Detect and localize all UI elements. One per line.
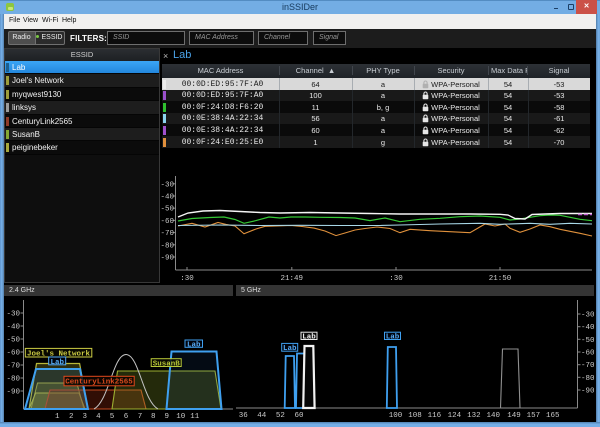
- svg-text:-90: -90: [581, 388, 594, 396]
- svg-text::30: :30: [180, 275, 194, 283]
- svg-text:-70: -70: [581, 362, 594, 370]
- svg-text:-30: -30: [160, 181, 174, 189]
- svg-text:7: 7: [138, 413, 143, 419]
- svg-text:-70: -70: [6, 363, 20, 371]
- svg-text:140: 140: [487, 412, 501, 419]
- svg-text:44: 44: [257, 412, 267, 419]
- svg-text:21:49: 21:49: [281, 275, 304, 283]
- svg-text:165: 165: [546, 412, 560, 419]
- svg-text:CenturyLink2565: CenturyLink2565: [65, 379, 133, 387]
- svg-text:-40: -40: [581, 324, 594, 332]
- svg-text:5: 5: [110, 413, 115, 419]
- svg-text:132: 132: [467, 412, 481, 419]
- svg-text:116: 116: [428, 412, 442, 419]
- svg-text:Joel's Network: Joel's Network: [27, 350, 91, 358]
- svg-text:52: 52: [276, 412, 285, 419]
- svg-text:4: 4: [96, 413, 101, 419]
- svg-text:-60: -60: [581, 350, 594, 358]
- svg-text:-50: -50: [6, 337, 20, 345]
- svg-text:-90: -90: [6, 389, 20, 397]
- svg-text:-30: -30: [6, 311, 20, 319]
- svg-text:-80: -80: [581, 375, 594, 383]
- svg-text:-30: -30: [581, 312, 594, 320]
- svg-text:Lab: Lab: [283, 345, 297, 353]
- svg-text:60: 60: [294, 412, 304, 419]
- svg-text:-60: -60: [160, 218, 174, 226]
- svg-text:2: 2: [69, 413, 74, 419]
- svg-text:-80: -80: [160, 242, 174, 250]
- svg-text:Lab: Lab: [187, 341, 201, 349]
- svg-text:21:50: 21:50: [489, 275, 512, 283]
- svg-text:-60: -60: [6, 350, 20, 358]
- svg-text:-40: -40: [6, 324, 20, 332]
- svg-text:149: 149: [507, 412, 521, 419]
- svg-text:6: 6: [124, 413, 129, 419]
- svg-text:157: 157: [527, 412, 541, 419]
- svg-text:1: 1: [55, 413, 60, 419]
- svg-text:Lab: Lab: [50, 359, 64, 367]
- svg-text:SusanB: SusanB: [153, 361, 181, 369]
- svg-text:-70: -70: [160, 230, 174, 238]
- svg-text:-90: -90: [160, 255, 174, 263]
- svg-text:-80: -80: [6, 376, 20, 384]
- svg-text:124: 124: [448, 412, 462, 419]
- svg-text:-50: -50: [581, 337, 594, 345]
- svg-text:-50: -50: [160, 206, 174, 214]
- svg-text:108: 108: [408, 412, 422, 419]
- svg-text:8: 8: [151, 413, 156, 419]
- svg-text::30: :30: [389, 275, 403, 283]
- svg-text:100: 100: [389, 412, 403, 419]
- svg-text:10: 10: [176, 413, 186, 419]
- svg-text:Lab: Lab: [302, 334, 316, 342]
- svg-text:Lab: Lab: [386, 334, 400, 342]
- svg-text:9: 9: [165, 413, 170, 419]
- svg-text:3: 3: [83, 413, 88, 419]
- svg-text:36: 36: [239, 412, 249, 419]
- svg-text:11: 11: [190, 413, 200, 419]
- svg-text:-40: -40: [160, 194, 174, 202]
